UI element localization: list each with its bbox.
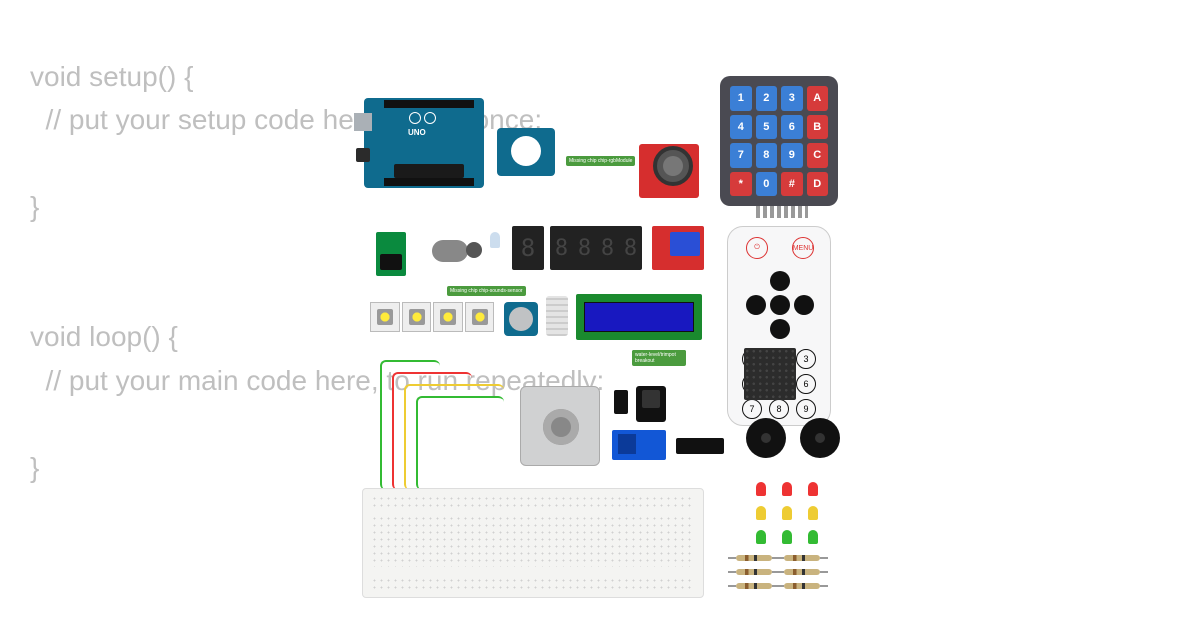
relay-cube xyxy=(670,232,700,256)
key-b[interactable]: B xyxy=(807,115,829,140)
resistor[interactable] xyxy=(736,583,772,589)
neopixel-strip[interactable] xyxy=(370,302,494,332)
key-a[interactable]: A xyxy=(807,86,829,111)
lcd-screen xyxy=(584,302,694,332)
remote-num-8[interactable]: 8 xyxy=(769,399,789,419)
seven-segment-single[interactable]: 8 xyxy=(512,226,544,270)
remote-num-3[interactable]: 3 xyxy=(796,349,816,369)
keypad-pins xyxy=(756,206,808,218)
key-star[interactable]: * xyxy=(730,172,752,197)
remote-left-button[interactable] xyxy=(746,295,766,315)
servo-motor[interactable] xyxy=(418,236,480,266)
remote-power-button[interactable]: ⏻ xyxy=(746,237,768,259)
key-4[interactable]: 4 xyxy=(730,115,752,140)
joystick-hat[interactable] xyxy=(663,156,683,176)
relay-module[interactable] xyxy=(652,226,704,270)
rgb-led-module[interactable] xyxy=(497,128,555,176)
seven-segment-quad[interactable]: 8 8 8 8 xyxy=(550,226,642,270)
pin-header-top xyxy=(384,100,474,108)
key-d[interactable]: D xyxy=(807,172,829,197)
sound-module[interactable] xyxy=(612,430,666,460)
buzzer[interactable] xyxy=(746,418,786,458)
pir-sensor[interactable] xyxy=(636,386,666,422)
membrane-keypad[interactable]: 1 2 3 A 4 5 6 B 7 8 9 C * 0 # D xyxy=(720,76,838,206)
ic-chip[interactable] xyxy=(676,438,724,454)
key-5[interactable]: 5 xyxy=(756,115,778,140)
breadboard[interactable] xyxy=(362,488,704,598)
neopixel-led xyxy=(465,302,495,332)
key-2[interactable]: 2 xyxy=(756,86,778,111)
servo-gear-icon xyxy=(466,242,482,258)
remote-num-7[interactable]: 7 xyxy=(742,399,762,419)
usb-port xyxy=(354,113,372,131)
jumper-wire[interactable] xyxy=(416,396,504,490)
breadboard-mid xyxy=(371,515,695,571)
led-green[interactable] xyxy=(782,530,792,544)
pin-header-bottom xyxy=(384,178,474,186)
key-6[interactable]: 6 xyxy=(781,115,803,140)
led-red[interactable] xyxy=(756,482,766,496)
remote-num-9[interactable]: 9 xyxy=(796,399,816,419)
dht-sensor[interactable] xyxy=(546,296,568,336)
arduino-uno[interactable]: UNO xyxy=(364,98,484,188)
digit-3: 8 xyxy=(624,236,637,261)
key-8[interactable]: 8 xyxy=(756,143,778,168)
remote-up-button[interactable] xyxy=(770,271,790,291)
infinity-logo-icon xyxy=(409,112,421,124)
remote-menu-button[interactable]: MENU xyxy=(792,237,814,259)
digit-2: 8 xyxy=(601,236,614,261)
neopixel-led xyxy=(402,302,432,332)
digit-1: 8 xyxy=(578,236,591,261)
rgb-led-icon xyxy=(511,136,541,166)
simulator-canvas: UNO Missing chip chip-rgbModule 1 2 3 A … xyxy=(0,0,1200,630)
key-9[interactable]: 9 xyxy=(781,143,803,168)
led-red[interactable] xyxy=(782,482,792,496)
infinity-logo-icon xyxy=(424,112,436,124)
led-green[interactable] xyxy=(756,530,766,544)
led-yellow[interactable] xyxy=(808,506,818,520)
key-7[interactable]: 7 xyxy=(730,143,752,168)
stepper-motor[interactable] xyxy=(520,386,600,466)
lcd-1602[interactable] xyxy=(576,294,702,340)
key-1[interactable]: 1 xyxy=(730,86,752,111)
led-green[interactable] xyxy=(808,530,818,544)
remote-right-button[interactable] xyxy=(794,295,814,315)
sensor-green-board[interactable] xyxy=(376,232,406,276)
remote-num-6[interactable]: 6 xyxy=(796,374,816,394)
buzzer[interactable] xyxy=(800,418,840,458)
ir-led[interactable] xyxy=(490,232,500,248)
breadboard-rail-bottom xyxy=(371,577,695,591)
led-yellow[interactable] xyxy=(782,506,792,520)
servo-body xyxy=(432,240,468,262)
key-c[interactable]: C xyxy=(807,143,829,168)
atmega-chip xyxy=(394,164,464,178)
temp-sensor[interactable] xyxy=(614,390,628,414)
resistor[interactable] xyxy=(784,555,820,561)
board-label: UNO xyxy=(408,128,426,137)
key-hash[interactable]: # xyxy=(781,172,803,197)
led-yellow[interactable] xyxy=(756,506,766,520)
resistor[interactable] xyxy=(736,555,772,561)
joystick-module[interactable] xyxy=(639,144,699,198)
breakout-label: water-level/trimpot breakout xyxy=(632,350,686,366)
missing-chip-label: Missing chip chip-rgbModule xyxy=(566,156,635,166)
remote-dpad xyxy=(746,271,814,339)
remote-ok-button[interactable] xyxy=(770,295,790,315)
resistor[interactable] xyxy=(784,583,820,589)
key-3[interactable]: 3 xyxy=(781,86,803,111)
power-jack xyxy=(356,148,370,162)
digit-0: 8 xyxy=(555,236,568,261)
neopixel-led xyxy=(370,302,400,332)
led-matrix-8x8[interactable] xyxy=(744,348,796,400)
neopixel-led xyxy=(433,302,463,332)
resistor[interactable] xyxy=(784,569,820,575)
resistor[interactable] xyxy=(736,569,772,575)
breadboard-rail-top xyxy=(371,495,695,509)
led-red[interactable] xyxy=(808,482,818,496)
rtc-module[interactable] xyxy=(504,302,538,336)
key-0[interactable]: 0 xyxy=(756,172,778,197)
missing-chip-label: Missing chip chip-sounds-sensor xyxy=(447,286,526,296)
remote-down-button[interactable] xyxy=(770,319,790,339)
